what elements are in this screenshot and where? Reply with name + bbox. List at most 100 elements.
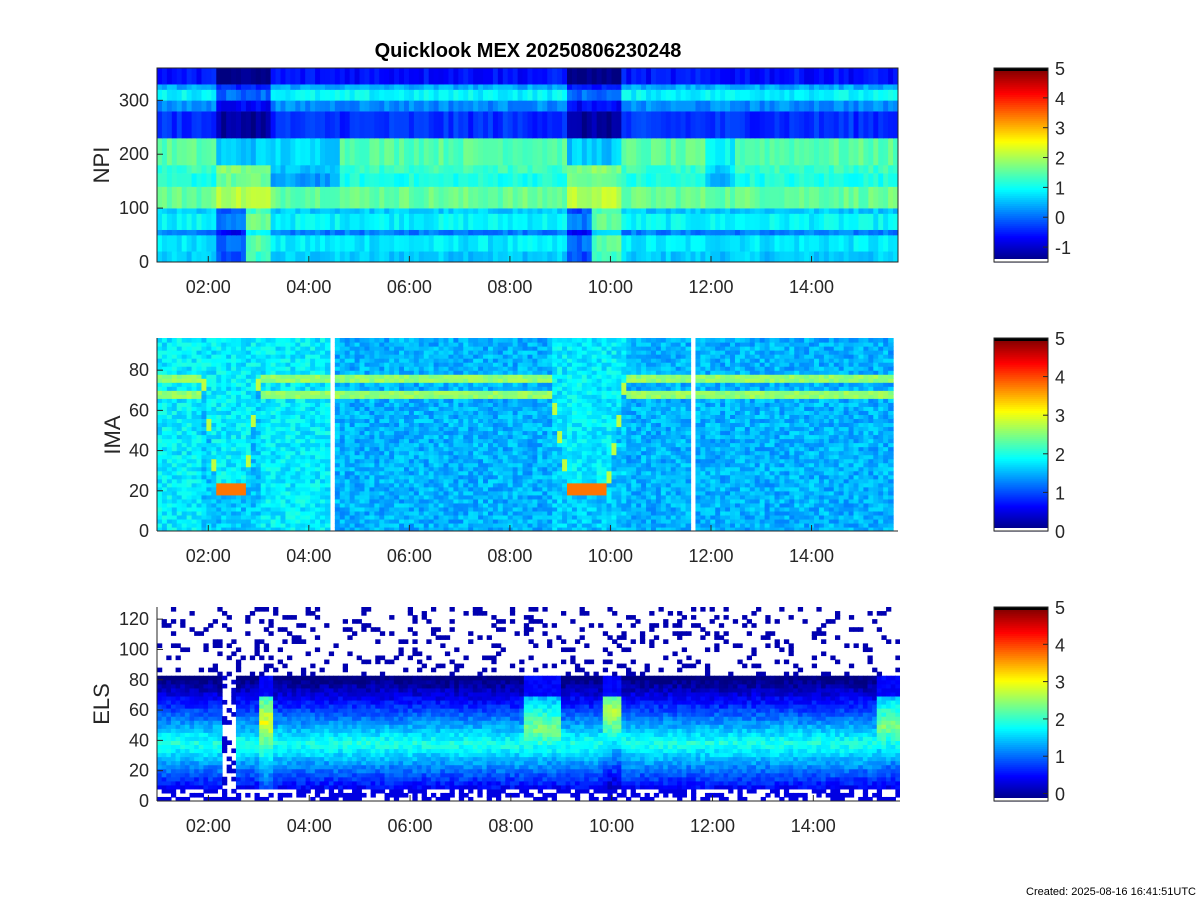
ima-cell — [157, 510, 163, 516]
npi-cell — [502, 111, 509, 139]
ima-cell — [438, 370, 445, 375]
npi-cell — [507, 173, 514, 187]
ima-cell — [236, 378, 242, 383]
ima-cell — [176, 454, 183, 460]
ima-cell — [221, 518, 227, 524]
ima-cell — [265, 366, 272, 371]
ima-cell — [384, 390, 390, 395]
npi-cell — [789, 186, 795, 209]
npi-cell — [221, 213, 227, 230]
npi-cell — [641, 235, 647, 252]
npi-cell — [606, 68, 613, 85]
npi-cell — [739, 208, 746, 214]
ima-cell — [285, 502, 291, 508]
npi-cell — [359, 84, 366, 90]
ima-cell — [181, 414, 188, 420]
npi-cell — [744, 213, 751, 230]
ima-cell — [157, 382, 163, 387]
npi-cell — [814, 208, 820, 214]
npi-cell — [853, 138, 860, 166]
npi-cell — [700, 111, 706, 139]
ima-cell — [349, 490, 356, 496]
ima-cell — [344, 354, 351, 359]
npi-cell — [838, 186, 845, 209]
ima-cell — [413, 346, 420, 351]
ima-cell — [438, 434, 445, 440]
ima-cell — [374, 390, 380, 395]
npi-cell — [255, 84, 262, 90]
npi-cell — [473, 186, 479, 209]
npi-cell — [705, 251, 711, 262]
npi-cell — [715, 68, 721, 85]
ima-cell — [324, 490, 331, 496]
npi-cell — [843, 186, 850, 209]
ima-cell — [404, 402, 410, 407]
ima-cell — [394, 434, 400, 440]
ima-cell — [236, 494, 242, 500]
ima-cell — [166, 510, 173, 516]
ima-cell — [389, 386, 395, 391]
ima-cell — [211, 490, 217, 496]
ima-cell — [384, 470, 390, 476]
npi-cell — [255, 229, 262, 236]
npi-cell — [749, 165, 756, 174]
ima-cell — [334, 498, 341, 504]
npi-cell — [542, 213, 548, 230]
npi-cell — [408, 229, 415, 236]
npi-cell — [320, 138, 326, 166]
npi-cell — [379, 235, 385, 252]
npi-cell — [641, 111, 647, 139]
ima-cell — [295, 390, 301, 395]
ima-cell — [310, 414, 316, 420]
ima-cell — [290, 378, 296, 383]
npi-cell — [651, 100, 657, 112]
npi-cell — [893, 229, 898, 236]
ima-cell — [423, 506, 430, 512]
npi-cell — [779, 251, 785, 262]
npi-cell — [804, 84, 810, 90]
ima-cell — [443, 434, 450, 440]
npi-cell — [814, 186, 820, 209]
npi-cell — [789, 111, 795, 139]
ima-cell — [186, 498, 193, 504]
ima-cell — [320, 346, 326, 351]
ima-cell — [290, 518, 296, 524]
npi-cell — [166, 229, 173, 236]
ima-cell — [211, 398, 217, 403]
ima-cell — [334, 450, 341, 456]
ima-cell — [201, 362, 207, 367]
npi-cell — [769, 165, 776, 174]
npi-cell — [818, 173, 825, 187]
npi-cell — [848, 89, 855, 101]
npi-cell — [201, 251, 207, 262]
ima-cell — [433, 458, 440, 464]
npi-cell — [893, 111, 898, 139]
ima-cell — [166, 466, 173, 472]
ima-cell — [196, 510, 203, 516]
ima-cell — [334, 434, 341, 440]
npi-cell — [255, 165, 262, 174]
ima-cell — [310, 498, 316, 504]
npi-cell — [680, 100, 687, 112]
npi-cell — [483, 173, 489, 187]
npi-cell — [176, 84, 183, 90]
npi-cell — [216, 213, 222, 230]
ima-cell — [295, 386, 301, 391]
ima-cell — [295, 490, 301, 496]
ima-cell — [418, 490, 425, 496]
ima-cell — [438, 350, 445, 355]
ima-cell — [221, 450, 227, 456]
npi-cell — [394, 235, 400, 252]
npi-cell — [537, 235, 543, 252]
npi-cell — [873, 68, 879, 85]
npi-cell — [655, 213, 662, 230]
ima-cell — [171, 386, 178, 391]
ima-cell — [418, 358, 425, 363]
ima-cell — [379, 514, 385, 520]
ima-cell — [433, 506, 440, 512]
npi-cell — [394, 208, 400, 214]
npi-cell — [828, 89, 835, 101]
ima-cell — [369, 478, 375, 484]
npi-cell — [838, 138, 845, 166]
